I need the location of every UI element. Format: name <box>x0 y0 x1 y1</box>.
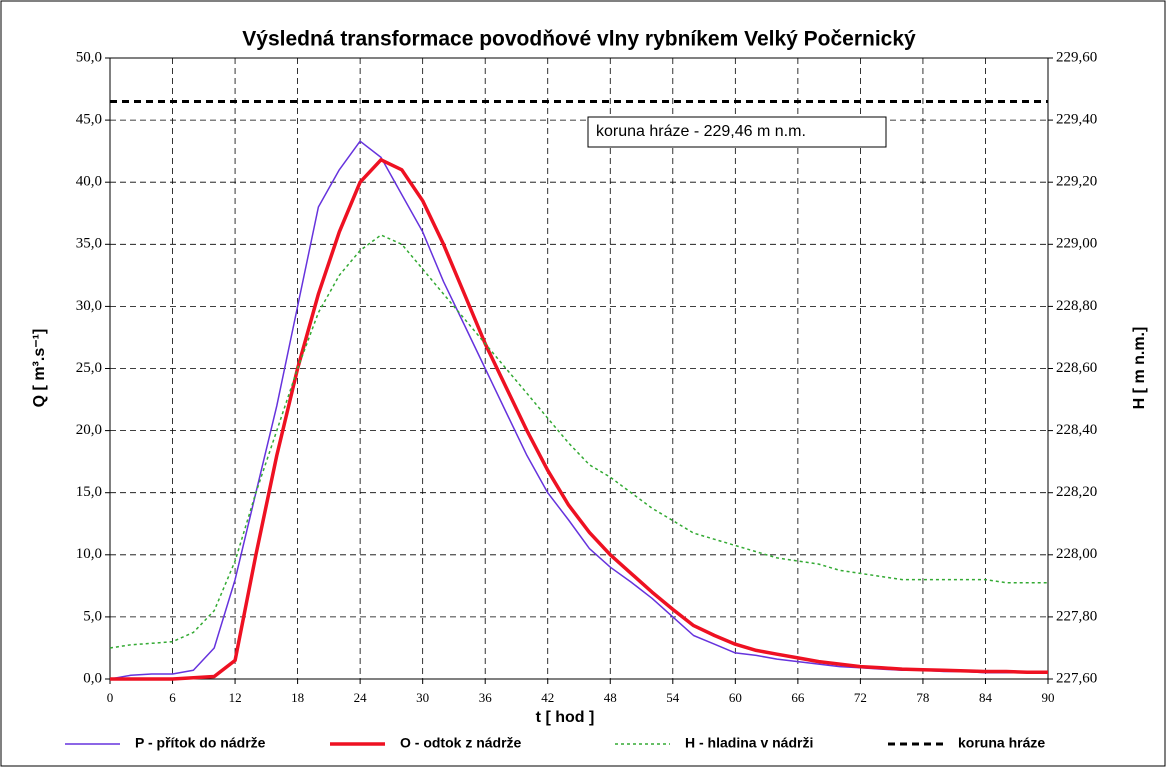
y2-tick-label: 229,40 <box>1056 112 1097 128</box>
y-tick-label: 30,0 <box>76 298 102 314</box>
x-tick-label: 12 <box>229 690 242 705</box>
x-tick-label: 60 <box>729 690 742 705</box>
y-tick-label: 15,0 <box>76 484 102 500</box>
y-tick-label: 20,0 <box>76 422 102 438</box>
legend-label: P - přítok do nádrže <box>135 735 266 751</box>
x-axis-label: t [ hod ] <box>536 709 595 726</box>
y2-tick-label: 227,60 <box>1056 670 1097 686</box>
y2-axis-label: H [ m n.m.] <box>1131 327 1148 410</box>
x-tick-label: 54 <box>666 690 680 705</box>
y-tick-label: 40,0 <box>76 174 102 190</box>
y2-tick-label: 229,20 <box>1056 174 1097 190</box>
y-tick-label: 25,0 <box>76 360 102 376</box>
legend-label: H - hladina v nádrži <box>685 735 813 751</box>
series-line <box>109 234 1048 649</box>
annotation-box <box>587 116 887 148</box>
x-tick-label: 6 <box>169 690 176 705</box>
legend-label: koruna hráze <box>958 735 1045 751</box>
x-tick-label: 30 <box>416 690 429 705</box>
chart-title: Výsledná transformace povodňové vlny ryb… <box>242 28 916 51</box>
x-tick-label: 84 <box>979 690 993 705</box>
y-axis-label: Q [ m³.s⁻¹] <box>31 329 48 408</box>
x-tick-label: 90 <box>1042 690 1055 705</box>
x-tick-label: 0 <box>107 690 114 705</box>
x-tick-label: 72 <box>854 690 867 705</box>
y2-tick-label: 228,20 <box>1056 484 1097 500</box>
series-line <box>110 158 1048 681</box>
y2-tick-label: 229,60 <box>1056 49 1097 65</box>
y-tick-label: 10,0 <box>76 546 102 562</box>
y2-tick-label: 229,00 <box>1056 236 1097 252</box>
y-tick-label: 0,0 <box>83 670 102 686</box>
y2-tick-label: 227,80 <box>1056 608 1097 624</box>
y-tick-label: 50,0 <box>76 49 102 65</box>
x-tick-label: 24 <box>354 690 368 705</box>
legend-label: O - odtok z nádrže <box>400 735 522 751</box>
y2-tick-label: 228,40 <box>1056 422 1097 438</box>
x-tick-label: 48 <box>604 690 617 705</box>
x-tick-label: 78 <box>916 690 929 705</box>
y-tick-label: 5,0 <box>83 608 102 624</box>
annotation: koruna hráze - 229,46 m n.m. <box>596 123 806 140</box>
x-tick-label: 18 <box>291 690 304 705</box>
y2-tick-label: 228,00 <box>1056 546 1097 562</box>
y2-tick-label: 228,60 <box>1056 360 1097 376</box>
x-tick-label: 36 <box>479 690 493 705</box>
x-tick-label: 42 <box>541 690 554 705</box>
y2-tick-label: 228,80 <box>1056 298 1097 314</box>
y-tick-label: 45,0 <box>76 112 102 128</box>
x-tick-label: 66 <box>791 690 805 705</box>
y-tick-label: 35,0 <box>76 236 102 252</box>
